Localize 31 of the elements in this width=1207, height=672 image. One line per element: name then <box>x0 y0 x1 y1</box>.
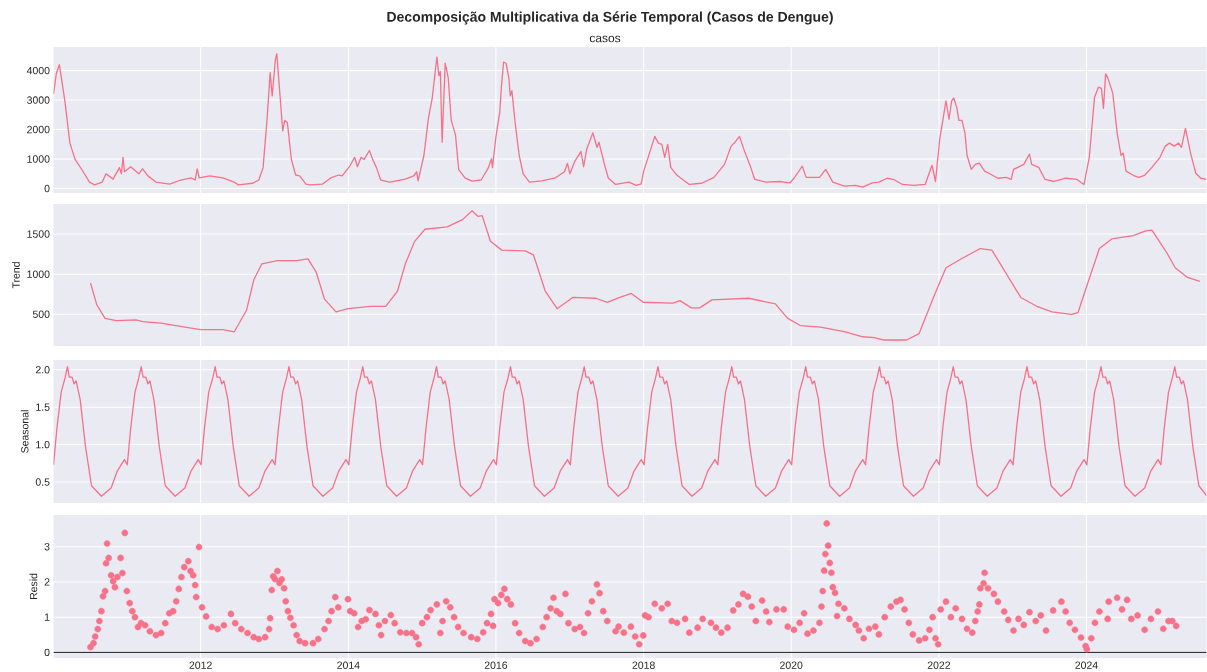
x-tick-label: 2016 <box>484 661 508 669</box>
y-tick-label: 500 <box>32 310 50 318</box>
y-tick-label: 0.5 <box>35 478 50 486</box>
y-tick-label: 1000 <box>27 155 50 163</box>
y-tick-label: 2.0 <box>35 365 50 374</box>
x-tick-label: 2014 <box>337 661 360 669</box>
x-tick-label: 2020 <box>780 661 803 669</box>
line-series <box>53 52 1207 188</box>
y-tick-label: 0 <box>44 648 50 656</box>
y-tick-label: 2 <box>44 578 50 586</box>
x-tick-label: 2012 <box>189 661 212 669</box>
chart-subtitle: casos <box>589 35 621 43</box>
x-tick-label: 2018 <box>632 661 655 669</box>
y-tick-label: 1.5 <box>36 403 50 411</box>
y-tick-label: 0 <box>44 184 50 193</box>
y-tick-label: 4000 <box>26 66 50 75</box>
y-tick-label: 1000 <box>27 270 50 278</box>
y-tick-label: 3 <box>44 542 50 551</box>
line-series <box>53 365 1207 497</box>
line-series <box>89 210 1201 341</box>
y-tick-label: 1.0 <box>36 440 50 449</box>
x-tick-label: 2022 <box>927 661 951 669</box>
y-tick-label: 3000 <box>27 96 50 104</box>
chart-title: Decomposição Multiplicativa da Série Temporal (Casos de Dengue) <box>387 11 833 25</box>
y-tick-label: 2000 <box>27 125 50 134</box>
y-tick-label: 1500 <box>27 230 50 238</box>
y-axis-title: Trend <box>12 262 20 289</box>
x-tick-label: 2024 <box>1075 661 1098 669</box>
y-axis-title: Seasonal <box>20 410 29 453</box>
y-tick-label: 1 <box>44 613 50 621</box>
y-axis-title: Resid <box>29 573 38 599</box>
